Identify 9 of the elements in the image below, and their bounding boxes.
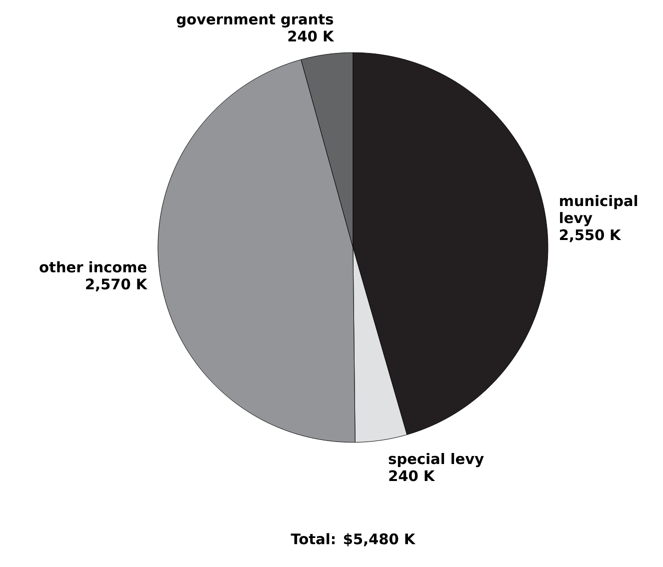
data-label: 2,550 K	[560, 229, 622, 242]
slice-label: municipal levy	[560, 195, 638, 226]
data-label: 2,570 K	[86, 278, 148, 292]
slice-label: special levy	[388, 452, 484, 468]
data-label: 240 K	[389, 470, 436, 482]
text: Total: $5,480 K	[290, 533, 416, 546]
slice-label: government grants	[176, 14, 334, 28]
data-label: 240 K	[288, 30, 334, 42]
slice-label: other income	[40, 261, 146, 273]
